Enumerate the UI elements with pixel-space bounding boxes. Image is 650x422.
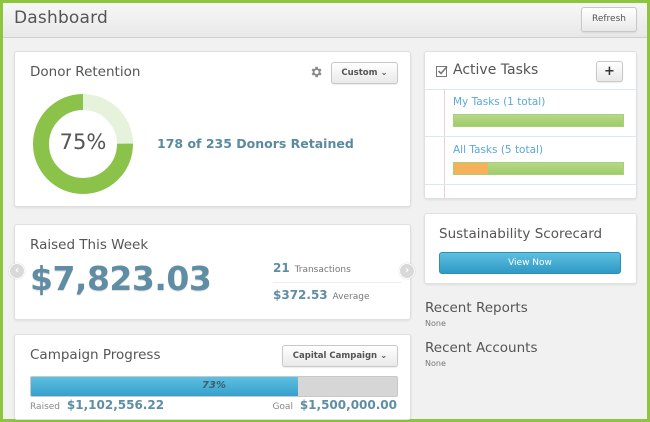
custom-filter-label: Custom xyxy=(341,68,378,78)
campaign-progress-card: Campaign Progress Capital Campaign ⌄ 73%… xyxy=(14,334,411,420)
sustainability-title: Sustainability Scorecard xyxy=(439,226,603,242)
campaign-progress-fill xyxy=(31,377,299,396)
gear-icon[interactable] xyxy=(309,65,323,79)
chevron-down-icon: ⌄ xyxy=(380,68,388,78)
donor-retention-card: Donor Retention Custom ⌄ 75% 178 of 235 … xyxy=(14,51,411,207)
donors-retained-summary: 178 of 235 Donors Retained xyxy=(157,136,354,151)
retention-percent: 75% xyxy=(59,130,107,154)
add-task-button[interactable]: + xyxy=(596,61,623,82)
view-now-button[interactable]: View Now xyxy=(439,252,621,274)
custom-filter-dropdown[interactable]: Custom ⌄ xyxy=(331,62,398,84)
sustainability-scorecard-card: Sustainability Scorecard View Now xyxy=(424,213,637,284)
page-title: Dashboard xyxy=(14,8,109,28)
page-header: Dashboard Refresh xyxy=(3,3,647,38)
raised-amount: $7,823.03 xyxy=(30,259,212,298)
recent-reports-value: None xyxy=(425,319,446,328)
average-stat: $372.53 Average xyxy=(273,288,370,302)
average-value: $372.53 xyxy=(273,288,328,302)
donor-retention-title: Donor Retention xyxy=(30,64,141,80)
refresh-button[interactable]: Refresh xyxy=(581,7,637,32)
active-tasks-card: Active Tasks + My Tasks (1 total) All Ta… xyxy=(424,51,637,199)
raised-this-week-card: Raised This Week $7,823.03 21 Transactio… xyxy=(14,224,411,320)
average-label: Average xyxy=(332,292,370,302)
raised-this-week-title: Raised This Week xyxy=(30,237,149,253)
next-arrow-icon[interactable]: › xyxy=(399,263,415,279)
raised-value: $1,102,556.22 xyxy=(66,398,165,412)
campaign-select-dropdown[interactable]: Capital Campaign ⌄ xyxy=(282,345,398,367)
campaign-progress-bar: 73% xyxy=(30,376,398,397)
transactions-count: 21 xyxy=(273,261,290,275)
all-tasks-link[interactable]: All Tasks (5 total) xyxy=(453,144,544,156)
campaign-progress-percent: 73% xyxy=(202,380,226,391)
my-tasks-link[interactable]: My Tasks (1 total) xyxy=(453,96,546,108)
previous-arrow-icon[interactable]: ‹ xyxy=(9,263,25,279)
all-tasks-bar xyxy=(453,162,624,175)
divider xyxy=(425,89,636,90)
transactions-label: Transactions xyxy=(294,265,351,275)
goal-value: $1,500,000.00 xyxy=(299,398,397,412)
active-tasks-title: Active Tasks xyxy=(453,62,539,78)
campaign-select-label: Capital Campaign xyxy=(292,351,378,361)
divider xyxy=(425,136,636,137)
margin-line xyxy=(444,89,445,199)
divider xyxy=(425,184,636,185)
raised-label: Raised xyxy=(30,402,61,412)
recent-accounts-value: None xyxy=(425,359,446,368)
goal-total: Goal $1,500,000.00 xyxy=(272,398,397,412)
stat-divider xyxy=(273,282,401,283)
retention-donut-chart xyxy=(33,94,133,194)
campaign-progress-title: Campaign Progress xyxy=(30,347,161,363)
overdue-segment xyxy=(454,163,488,174)
chevron-down-icon: ⌄ xyxy=(380,351,388,361)
goal-label: Goal xyxy=(272,402,293,412)
raised-total: Raised $1,102,556.22 xyxy=(30,398,164,412)
recent-accounts-title: Recent Accounts xyxy=(425,340,538,356)
my-tasks-bar xyxy=(453,114,624,127)
recent-reports-title: Recent Reports xyxy=(425,300,528,316)
checkbox-checked-icon xyxy=(436,65,448,77)
transactions-stat: 21 Transactions xyxy=(273,261,351,275)
